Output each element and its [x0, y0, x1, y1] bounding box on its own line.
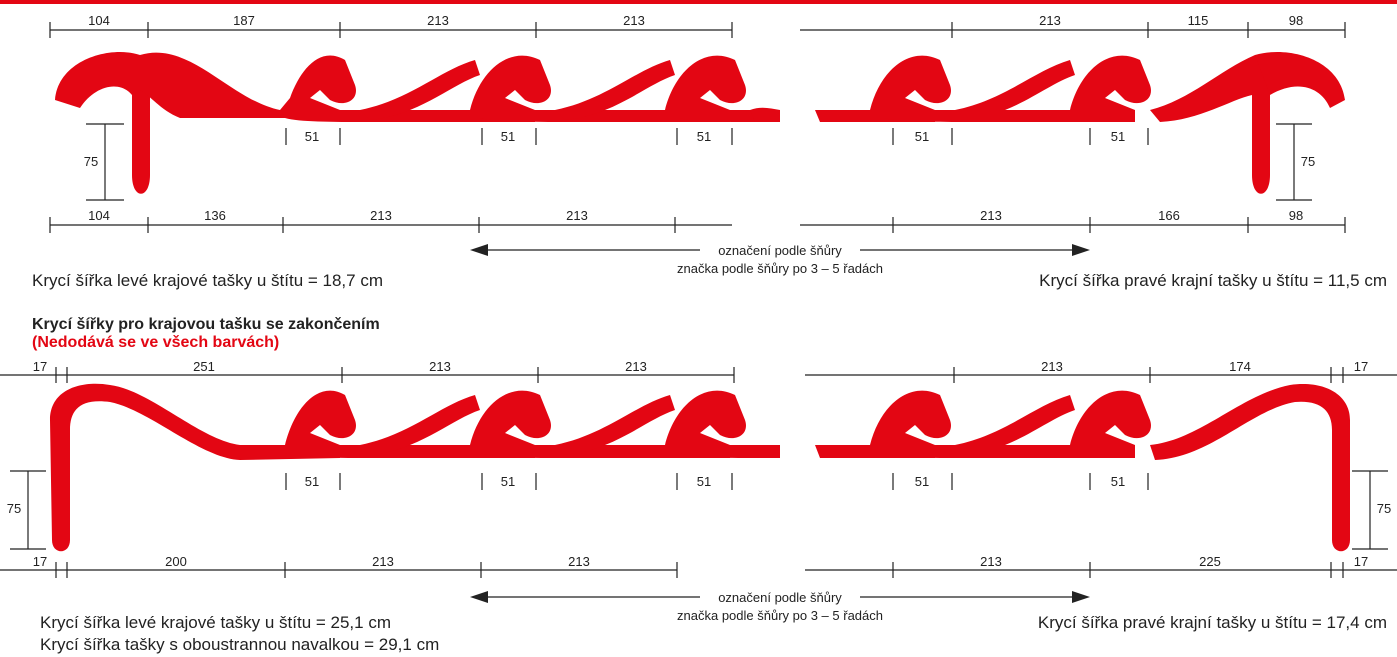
dim-label: 51 — [305, 474, 319, 489]
top-arrowheads — [470, 244, 1090, 256]
bottom-dim-labels: 17 251 213 213 213 174 17 17 200 213 213… — [7, 359, 1391, 623]
top-panel-right-tiles — [815, 52, 1345, 194]
dim-label: 51 — [1111, 474, 1125, 489]
top-dim-labels: 104 187 213 213 213 115 98 104 136 213 2… — [84, 13, 1315, 276]
dim-label: 213 — [372, 554, 394, 569]
dim-label: 136 — [204, 208, 226, 223]
caption-left-top: Krycí šířka levé krajové tašky u štítu =… — [32, 271, 383, 290]
dim-label: 213 — [427, 13, 449, 28]
dim-label: 75 — [7, 501, 21, 516]
dim-label: 75 — [1301, 154, 1315, 169]
top-panel-left-tiles — [55, 52, 780, 194]
dim-label: 51 — [915, 129, 929, 144]
dim-label: 251 — [193, 359, 215, 374]
dim-label: 213 — [370, 208, 392, 223]
bottom-panel-dimensions — [0, 367, 1397, 598]
left-edge-tile-rounded — [50, 383, 240, 552]
dim-label: 213 — [429, 359, 451, 374]
arrow-label: označení podle šňůry — [718, 590, 842, 605]
dim-label: 213 — [980, 554, 1002, 569]
bottom-panel-left-tiles — [50, 383, 780, 552]
dim-label: 98 — [1289, 13, 1303, 28]
dim-label: 213 — [568, 554, 590, 569]
top-rule — [0, 0, 1397, 4]
caption-left-bottom-2: Krycí šířka tašky s oboustrannou navalko… — [40, 635, 440, 654]
dim-label: 75 — [84, 154, 98, 169]
bottom-arrowheads — [470, 591, 1090, 603]
dim-label: 17 — [1354, 554, 1368, 569]
dim-label: 104 — [88, 13, 110, 28]
dim-label: 104 — [88, 208, 110, 223]
dim-label: 98 — [1289, 208, 1303, 223]
dim-label: 213 — [623, 13, 645, 28]
dim-label: 200 — [165, 554, 187, 569]
bottom-panel-right-tiles — [815, 384, 1350, 552]
dim-label: 213 — [625, 359, 647, 374]
dim-label: 75 — [1377, 501, 1391, 516]
dim-label: 51 — [915, 474, 929, 489]
arrow-label: značka podle šňůry po 3 – 5 řadách — [677, 261, 883, 276]
right-edge-tile-rounded — [1150, 384, 1350, 552]
caption-right-bottom: Krycí šířka pravé krajní tašky u štítu =… — [1037, 613, 1387, 632]
dim-label: 213 — [566, 208, 588, 223]
dim-label: 51 — [697, 474, 711, 489]
dim-label: 115 — [1188, 13, 1209, 28]
dim-label: 187 — [233, 13, 255, 28]
dim-label: 51 — [501, 474, 515, 489]
dim-label: 225 — [1199, 554, 1221, 569]
dim-label: 213 — [1041, 359, 1063, 374]
dim-label: 213 — [1039, 13, 1061, 28]
dim-label: 174 — [1229, 359, 1251, 374]
section-title: Krycí šířky pro krajovou tašku se zakonč… — [32, 316, 380, 333]
caption-right-top: Krycí šířka pravé krajní tašky u štítu =… — [1039, 271, 1387, 290]
top-panel-dimensions — [49, 22, 1346, 251]
section-note: (Nedodává se ve všech barvách) — [32, 334, 280, 351]
dim-label: 51 — [501, 129, 515, 144]
dim-label: 51 — [1111, 129, 1125, 144]
caption-left-bottom: Krycí šířka levé krajové tašky u štítu =… — [40, 613, 391, 632]
dim-label: 213 — [980, 208, 1002, 223]
dim-label: 51 — [697, 129, 711, 144]
right-edge-tile — [1255, 52, 1345, 108]
dim-label: 17 — [1354, 359, 1368, 374]
arrow-label: označení podle šňůry — [718, 243, 842, 258]
dim-label: 166 — [1158, 208, 1180, 223]
left-edge-tile — [55, 52, 150, 194]
arrow-label: značka podle šňůry po 3 – 5 řadách — [677, 608, 883, 623]
dim-label: 17 — [33, 554, 47, 569]
dim-label: 51 — [305, 129, 319, 144]
dim-label: 17 — [33, 359, 47, 374]
